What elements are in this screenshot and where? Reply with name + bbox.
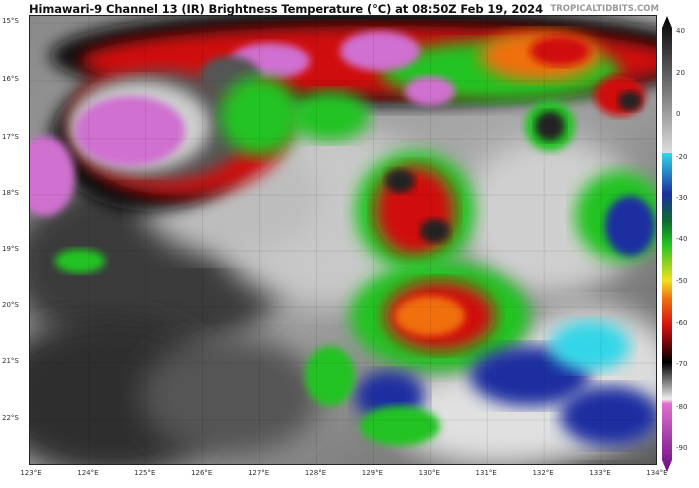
latitude-label: 17°S <box>2 133 19 141</box>
latitude-label: 15°S <box>2 17 19 25</box>
longitude-label: 132°E <box>532 469 554 477</box>
cloud-region <box>618 91 642 111</box>
cloud-region <box>55 249 105 273</box>
cloud-region <box>385 169 415 193</box>
cloud-region <box>560 386 656 446</box>
longitude-label: 127°E <box>247 469 270 477</box>
longitude-label: 124°E <box>77 469 99 477</box>
longitude-label: 126°E <box>191 469 213 477</box>
colorbar-tick-label: -50 <box>676 277 688 285</box>
colorbar-tick-label: 0 <box>676 110 681 118</box>
cloud-region <box>605 196 655 256</box>
longitude-label: 128°E <box>304 469 327 477</box>
cloud-region <box>395 296 465 336</box>
cloud-region <box>550 321 630 371</box>
longitude-label: 133°E <box>589 469 611 477</box>
colorbar-tick-label: -70 <box>676 360 688 368</box>
latitude-label: 20°S <box>2 301 19 309</box>
ir-imagery <box>30 16 656 464</box>
latitude-label: 22°S <box>2 414 19 422</box>
colorbar-tick-label: -30 <box>676 194 688 202</box>
cloud-region <box>420 219 450 243</box>
satellite-image <box>29 15 657 465</box>
latitude-label: 16°S <box>2 75 19 83</box>
latitude-label: 19°S <box>2 245 19 253</box>
colorbar-tick-label: -40 <box>676 235 688 243</box>
cloud-region <box>75 96 185 166</box>
colorbar-tick-label: -20 <box>676 153 688 161</box>
colorbar <box>662 16 672 472</box>
colorbar-tick-label: -90 <box>676 444 688 452</box>
colorbar-tick-label: 40 <box>676 27 685 35</box>
cloud-region <box>140 336 320 456</box>
credit-watermark: TROPICALTIDBITS.COM <box>550 4 659 14</box>
longitude-label: 131°E <box>475 469 497 477</box>
latitude-label: 21°S <box>2 357 19 365</box>
map-title: Himawari-9 Channel 13 (IR) Brightness Te… <box>29 2 543 16</box>
longitude-label: 134°E <box>646 469 668 477</box>
cloud-region <box>405 76 455 106</box>
cloud-region <box>290 91 370 141</box>
colorbar-tick-label: -60 <box>676 319 688 327</box>
cloud-region <box>305 346 355 406</box>
colorbar-tick-label: -80 <box>676 403 688 411</box>
longitude-label: 129°E <box>361 469 384 477</box>
cloud-region <box>30 136 75 216</box>
longitude-label: 125°E <box>134 469 156 477</box>
colorbar-tick-label: 20 <box>676 69 685 77</box>
cloud-region <box>460 136 640 296</box>
longitude-label: 123°E <box>20 469 42 477</box>
latitude-label: 18°S <box>2 189 19 197</box>
longitude-label: 130°E <box>418 469 440 477</box>
cloud-region <box>340 31 420 71</box>
cloud-region <box>220 76 300 156</box>
cloud-region <box>360 406 440 446</box>
cloud-region <box>530 36 590 66</box>
cloud-region <box>535 111 565 141</box>
